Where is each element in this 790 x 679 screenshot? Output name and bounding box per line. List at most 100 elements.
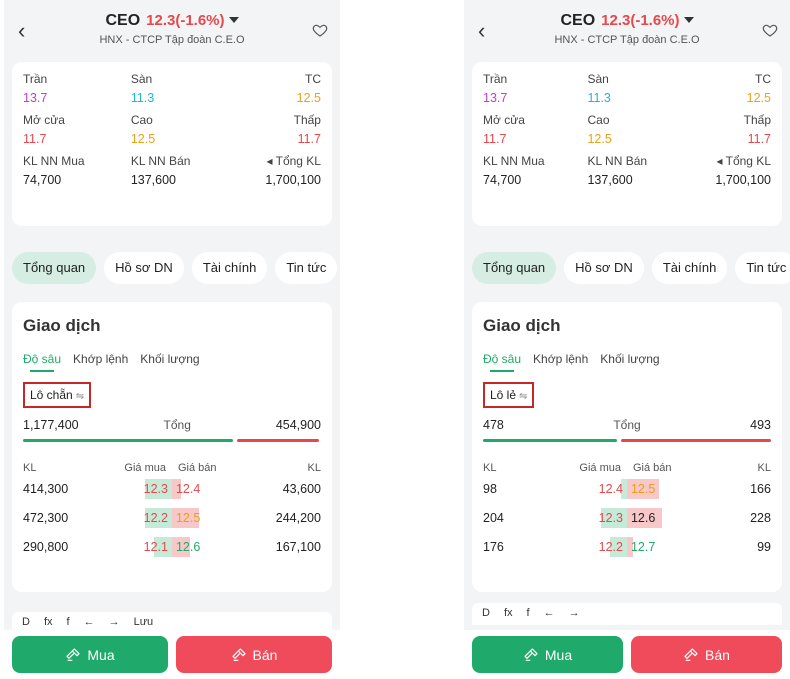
ask-price-cell: 12.4 [171,478,232,499]
tab-financials[interactable]: Tài chính [191,252,268,284]
orderbook-row[interactable]: 204 12.3 12.6 228 [483,503,771,532]
back-arrow-icon[interactable]: ‹ [478,18,486,43]
orderbook-row[interactable]: 472,300 12.2 12.5 244,200 [23,503,321,532]
lot-type-toggle[interactable]: Lô chẵn ⇋ [23,382,92,408]
price-info-card: Trần 13.7 Sàn 11.3 TC 12.5 Mở cửa 11.7 Cao 12… [12,62,332,226]
chart-tool-3[interactable]: ← [543,607,555,619]
caret-down-icon[interactable] [228,17,239,23]
ask-depth-fill [626,507,662,528]
orderbook-header: KL Giá mua Giá bán KL [23,462,321,474]
header-sell-price: Giá bán [177,462,217,474]
reference-label: TC [304,72,321,86]
buy-ratio-bar [483,439,618,442]
ceiling-label: Trần [483,72,508,86]
bid-depth-fill [145,507,172,528]
order-totals: 1,177,400 Tổng 454,900 [23,418,321,432]
ask-depth-fill [171,507,199,528]
subtab-depth[interactable]: Độ sâu [23,352,62,372]
company-name: HNX - CTCP Tập đoàn C.E.O [554,34,700,46]
tab-overview[interactable]: Tổng quan [12,252,97,284]
floor-value: 11.3 [130,91,155,105]
subtab-matched[interactable]: Khớp lệnh [73,352,129,366]
chart-tool-3[interactable]: ← [83,616,95,628]
orderbook-row[interactable]: 176 12.2 12.7 99 [483,532,771,561]
high-value: 12.5 [130,132,156,146]
ask-price: 12.5 [630,481,656,496]
order-footer: Mua Bán [4,630,340,679]
chart-tool-2[interactable]: f [526,607,530,619]
total-volume-label[interactable]: ◂ Tổng KL [676,154,771,168]
sell-button[interactable]: Bán [176,636,332,673]
sell-ratio-bar [621,439,771,442]
back-arrow-icon[interactable]: ‹ [18,18,26,43]
stock-header: ‹ CEO 12.3(-1.6%) HNX - CTCP Tập đoàn C.E… [4,0,340,62]
chart-tool-2[interactable]: f [66,616,70,628]
chart-tool-4[interactable]: → [568,607,580,619]
foreign-sell-value: 137,600 [130,173,177,187]
tab-financials[interactable]: Tài chính [651,252,728,284]
subtab-volume[interactable]: Khối lượng [140,352,200,366]
trade-card: Giao dịch Độ sâu Khớp lệnh Khối lượng Lô… [472,302,782,592]
total-label: Tổng [163,418,191,432]
subtab-volume[interactable]: Khối lượng [600,352,660,366]
orderbook-row[interactable]: 98 12.4 12.5 166 [483,474,771,503]
sell-button[interactable]: Bán [631,636,782,673]
subtab-depth[interactable]: Độ sâu [483,352,522,372]
hammer-icon [524,647,538,661]
tab-overview[interactable]: Tổng quan [472,252,557,284]
total-volume-label[interactable]: ◂ Tổng KL [223,154,321,168]
heart-icon[interactable] [762,22,778,38]
price-change: 12.3(-1.6%) [146,12,225,29]
orderbook-row[interactable]: 290,800 12.1 12.6 167,100 [23,532,321,561]
hammer-icon [66,647,80,661]
bid-price-cell: 12.3 [112,478,172,499]
buy-button[interactable]: Mua [12,636,168,673]
ask-depth-fill [626,536,633,557]
ask-volume: 166 [750,481,771,496]
sell-button-label: Bán [705,646,730,663]
open-label: Mở cửa [483,113,525,127]
chart-tool-0[interactable]: D [482,607,490,619]
tab-company-profile[interactable]: Hồ sơ DN [104,252,184,284]
buy-button[interactable]: Mua [472,636,623,673]
bid-price: 12.4 [598,481,623,496]
bid-depth-fill [154,536,172,557]
tab-news[interactable]: Tin tức [735,252,790,284]
total-label: Tổng [613,418,641,432]
total-volume-label-text: Tổng KL [275,154,321,168]
chart-tool-4[interactable]: → [108,616,120,628]
total-volume-value: 1,700,100 [265,173,321,187]
header-buy-price: Giá mua [124,462,166,474]
high-value: 12.5 [587,132,612,146]
orderbook-rows: 98 12.4 12.5 166 204 12.3 12.6 228 176 12.2 12.7 99 [483,474,771,561]
lot-type-toggle[interactable]: Lô lẻ ⇋ [483,382,535,408]
bid-depth-fill [601,507,627,528]
chart-tool-0[interactable]: D [22,616,30,628]
chart-tool-5[interactable]: Lưu [133,616,154,628]
open-label: Mở cửa [23,113,65,127]
tab-news[interactable]: Tin tức [275,252,338,284]
total-sell-volume: 493 [750,418,771,432]
subtab-matched[interactable]: Khớp lệnh [533,352,589,366]
ask-price: 12.6 [630,510,656,525]
chart-tool-1[interactable]: fx [503,607,513,619]
stock-title[interactable]: CEO 12.3(-1.6%) [464,0,790,30]
stock-title[interactable]: CEO 12.3(-1.6%) [4,0,340,30]
ask-price: 12.7 [630,539,656,554]
floor-label: Sàn [130,72,153,86]
bid-price-cell: 12.2 [112,507,172,528]
caret-left-icon: ◂ [716,154,726,168]
high-label: Cao [587,113,610,127]
tab-company-profile[interactable]: Hồ sơ DN [564,252,644,284]
bid-volume: 176 [483,539,504,554]
chart-tool-1[interactable]: fx [43,616,53,628]
ask-price-cell: 12.5 [626,478,685,499]
orderbook-row[interactable]: 414,300 12.3 12.4 43,600 [23,474,321,503]
heart-icon[interactable] [312,22,328,38]
low-value: 11.7 [297,132,321,146]
header-buy-price: Giá mua [579,462,621,474]
ticker-symbol: CEO [560,12,596,29]
ask-volume: 99 [757,539,771,554]
caret-down-icon[interactable] [683,17,694,23]
